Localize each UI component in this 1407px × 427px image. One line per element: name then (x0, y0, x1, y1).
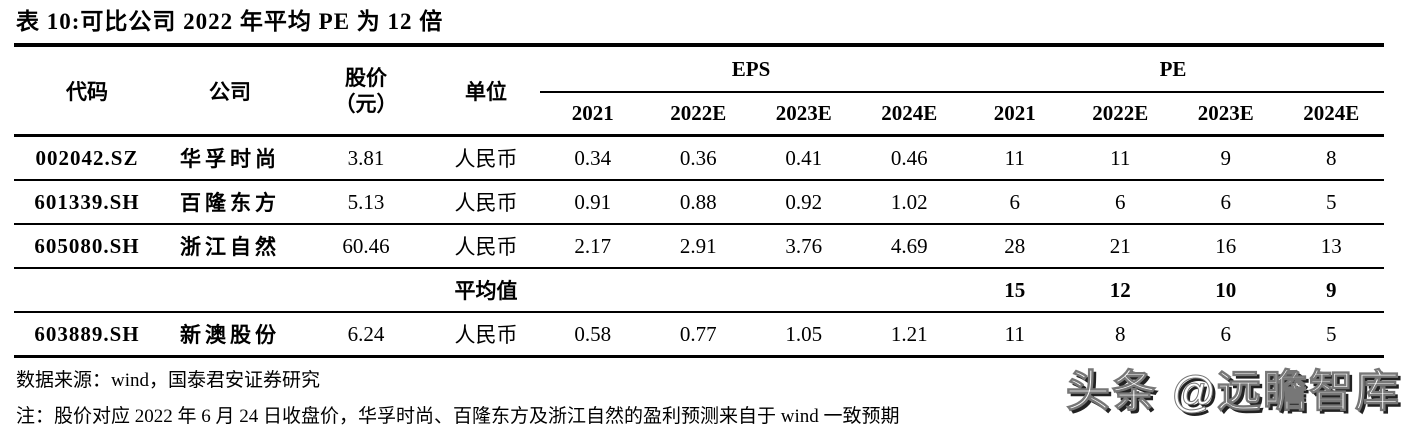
cell-empty (751, 268, 857, 313)
cell-eps-2023e: 0.92 (751, 180, 857, 225)
price-header-line2: （元） (334, 91, 398, 116)
col-header-pe-2024e: 2024E (1278, 92, 1385, 137)
watermark-text: 头条 @远瞻智库 (1065, 367, 1401, 417)
comparable-companies-table: 代码 公司 股价 （元） 单位 EPS PE 2021 2022E 2023E … (14, 47, 1385, 358)
col-header-eps-2021: 2021 (540, 92, 646, 137)
cell-eps-2023e: 0.41 (751, 135, 857, 181)
header-row-groups: 代码 公司 股价 （元） 单位 EPS PE (14, 47, 1385, 137)
cell-empty (856, 268, 963, 313)
table-body: 002042.SZ 华孚时尚 3.81 人民币 0.34 0.36 0.41 0… (14, 135, 1385, 358)
cell-company: 百隆东方 (160, 180, 300, 225)
col-header-pe-2022e: 2022E (1067, 92, 1174, 137)
table-header: 代码 公司 股价 （元） 单位 EPS PE 2021 2022E 2023E … (14, 47, 1385, 137)
col-header-eps-2024e: 2024E (856, 92, 963, 137)
col-header-price: 股价 （元） (300, 47, 432, 137)
cell-code: 603889.SH (14, 312, 160, 358)
table-row-huafu: 002042.SZ 华孚时尚 3.81 人民币 0.34 0.36 0.41 0… (14, 135, 1385, 181)
header-row-years: 2021 2022E 2023E 2024E 2021 2022E 2023E … (14, 92, 1385, 137)
price-header-line1: 股价 (345, 65, 387, 90)
cell-eps-2021: 0.91 (540, 180, 646, 225)
cell-eps-2024e: 4.69 (856, 224, 963, 269)
cell-pe-2021: 11 (962, 135, 1068, 181)
cell-unit: 人民币 (432, 180, 540, 225)
average-row: 平均值 15 12 10 9 (14, 268, 1385, 313)
cell-pe-2024e: 8 (1278, 135, 1385, 181)
cell-eps-2022e: 2.91 (645, 224, 751, 269)
cell-empty (645, 268, 751, 313)
cell-price: 60.46 (300, 224, 432, 269)
cell-pe-2024e: 13 (1278, 224, 1385, 269)
cell-eps-2023e: 1.05 (751, 312, 857, 358)
cell-eps-2024e: 1.21 (856, 312, 963, 358)
cell-pe-2022e: 21 (1067, 224, 1174, 269)
footnote-text: 注：股价对应 2022 年 6 月 24 日收盘价，华孚时尚、百隆东方及浙江自然… (16, 406, 900, 427)
average-pe-2021: 15 (962, 268, 1068, 313)
cell-eps-2021: 0.34 (540, 135, 646, 181)
average-pe-2022e: 12 (1067, 268, 1174, 313)
cell-pe-2021: 6 (962, 180, 1068, 225)
cell-eps-2021: 0.58 (540, 312, 646, 358)
col-header-pe-2021: 2021 (962, 92, 1068, 137)
cell-code: 601339.SH (14, 180, 160, 225)
table-content: 表 10:可比公司 2022 年平均 PE 为 12 倍 代码 公司 股价 （元… (14, 0, 1385, 427)
cell-pe-2021: 28 (962, 224, 1068, 269)
table-row-zhejiang: 605080.SH 浙江自然 60.46 人民币 2.17 2.91 3.76 … (14, 224, 1385, 269)
cell-pe-2023e: 6 (1173, 180, 1279, 225)
col-header-unit: 单位 (432, 47, 540, 137)
cell-pe-2023e: 16 (1173, 224, 1279, 269)
cell-eps-2022e: 0.77 (645, 312, 751, 358)
cell-code: 605080.SH (14, 224, 160, 269)
col-header-code: 代码 (14, 47, 160, 137)
col-header-pe-2023e: 2023E (1173, 92, 1279, 137)
average-pe-2023e: 10 (1173, 268, 1279, 313)
cell-company: 华孚时尚 (160, 135, 300, 181)
cell-price: 3.81 (300, 135, 432, 181)
col-header-eps-2022e: 2022E (645, 92, 751, 137)
cell-pe-2023e: 9 (1173, 135, 1279, 181)
cell-eps-2024e: 0.46 (856, 135, 963, 181)
group-header-pe: PE (962, 47, 1385, 93)
cell-pe-2023e: 6 (1173, 312, 1279, 358)
cell-unit: 人民币 (432, 135, 540, 181)
cell-code: 002042.SZ (14, 135, 160, 181)
cell-pe-2024e: 5 (1278, 312, 1385, 358)
cell-eps-2022e: 0.88 (645, 180, 751, 225)
cell-eps-2024e: 1.02 (856, 180, 963, 225)
cell-eps-2022e: 0.36 (645, 135, 751, 181)
cell-pe-2022e: 11 (1067, 135, 1174, 181)
cell-unit: 人民币 (432, 312, 540, 358)
group-header-eps: EPS (540, 47, 963, 93)
cell-empty (14, 268, 160, 313)
cell-company: 新澳股份 (160, 312, 300, 358)
average-label: 平均值 (432, 268, 540, 313)
data-source-text: 数据来源：wind，国泰君安证券研究 (16, 370, 321, 391)
cell-eps-2023e: 3.76 (751, 224, 857, 269)
cell-empty (540, 268, 646, 313)
average-pe-2024e: 9 (1278, 268, 1385, 313)
cell-company: 浙江自然 (160, 224, 300, 269)
cell-pe-2022e: 8 (1067, 312, 1174, 358)
cell-empty (300, 268, 432, 313)
cell-unit: 人民币 (432, 224, 540, 269)
col-header-eps-2023e: 2023E (751, 92, 857, 137)
cell-eps-2021: 2.17 (540, 224, 646, 269)
cell-price: 5.13 (300, 180, 432, 225)
cell-pe-2022e: 6 (1067, 180, 1174, 225)
cell-empty (160, 268, 300, 313)
table-title: 表 10:可比公司 2022 年平均 PE 为 12 倍 (14, 0, 1384, 47)
table-row-xinao: 603889.SH 新澳股份 6.24 人民币 0.58 0.77 1.05 1… (14, 312, 1385, 358)
cell-price: 6.24 (300, 312, 432, 358)
cell-pe-2024e: 5 (1278, 180, 1385, 225)
col-header-company: 公司 (160, 47, 300, 137)
cell-pe-2021: 11 (962, 312, 1068, 358)
table-row-bailong: 601339.SH 百隆东方 5.13 人民币 0.91 0.88 0.92 1… (14, 180, 1385, 225)
